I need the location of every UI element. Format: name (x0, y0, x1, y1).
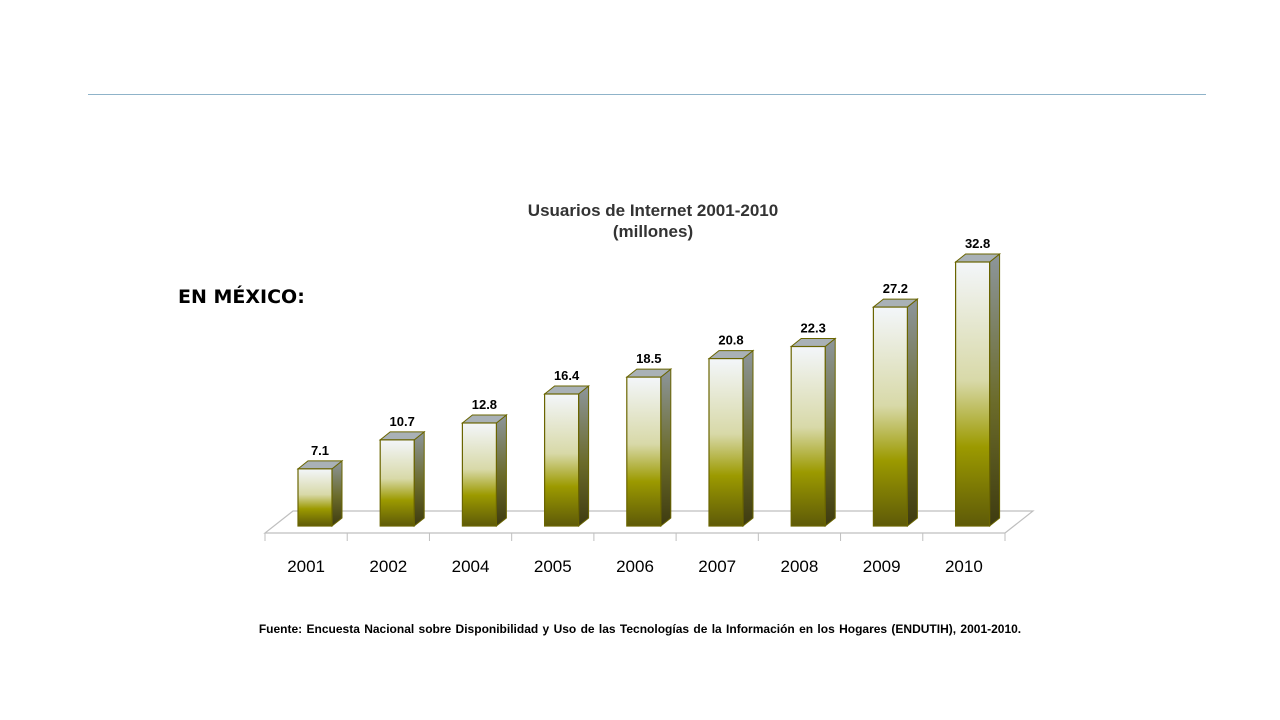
data-label: 32.8 (965, 236, 990, 251)
bar-side (413, 430, 425, 528)
chart-title: Usuarios de Internet 2001-2010 (528, 201, 778, 220)
bar-2007 (707, 349, 755, 528)
bar-side (331, 459, 343, 528)
source-note: Fuente: Encuesta Nacional sobre Disponib… (258, 622, 1022, 636)
bar-2006 (625, 368, 673, 528)
chart-subtitle: (millones) (613, 222, 693, 241)
bar-front (954, 261, 991, 527)
x-tick-label: 2005 (534, 557, 572, 576)
x-tick-label: 2006 (616, 557, 654, 576)
data-label: 10.7 (390, 414, 415, 429)
x-tick-label: 2007 (698, 557, 736, 576)
x-tick-label: 2009 (863, 557, 901, 576)
x-tick-label: 2001 (287, 557, 325, 576)
bar-side (824, 337, 836, 528)
bar-front (379, 439, 415, 527)
bar-front (872, 306, 909, 527)
bar-front (461, 422, 497, 527)
bar-side (660, 368, 672, 528)
x-tick-label: 2004 (452, 557, 490, 576)
bar-front (708, 357, 744, 527)
bar-side (495, 413, 507, 528)
data-label: 7.1 (311, 443, 329, 458)
bar-front (543, 393, 580, 527)
data-label: 22.3 (801, 321, 826, 336)
bar-2002 (378, 430, 426, 528)
data-label: 18.5 (636, 351, 661, 366)
x-tick-label: 2008 (781, 557, 819, 576)
bar-front (790, 345, 826, 527)
bar-front (626, 376, 662, 527)
bar-front (297, 468, 333, 527)
data-label: 20.8 (718, 333, 743, 348)
data-label: 12.8 (472, 397, 497, 412)
x-tick-label: 2002 (369, 557, 407, 576)
x-axis: 2001 2002 2004 2005 2006 2007 2008 2009 2010 (264, 533, 1006, 576)
slide-heading: EN MÉXICO: (178, 286, 305, 308)
bar-side (989, 252, 1001, 528)
bar-2005 (543, 384, 591, 528)
bar-2004 (460, 413, 508, 528)
bar-side (578, 384, 590, 528)
top-divider (88, 94, 1206, 95)
bar-side (742, 349, 754, 528)
bar-2009 (871, 298, 919, 528)
data-label: 27.2 (883, 281, 908, 296)
data-label: 16.4 (554, 368, 580, 383)
bar-2008 (789, 337, 837, 528)
bar-side (906, 298, 918, 528)
x-tick-label: 2010 (945, 557, 983, 576)
bar-2001 (296, 459, 344, 528)
bar-2010 (954, 252, 1002, 528)
bar-series: 7.1 10.7 12.8 16.4 18.5 20.8 22.3 27.2 32.8 (296, 236, 1002, 528)
